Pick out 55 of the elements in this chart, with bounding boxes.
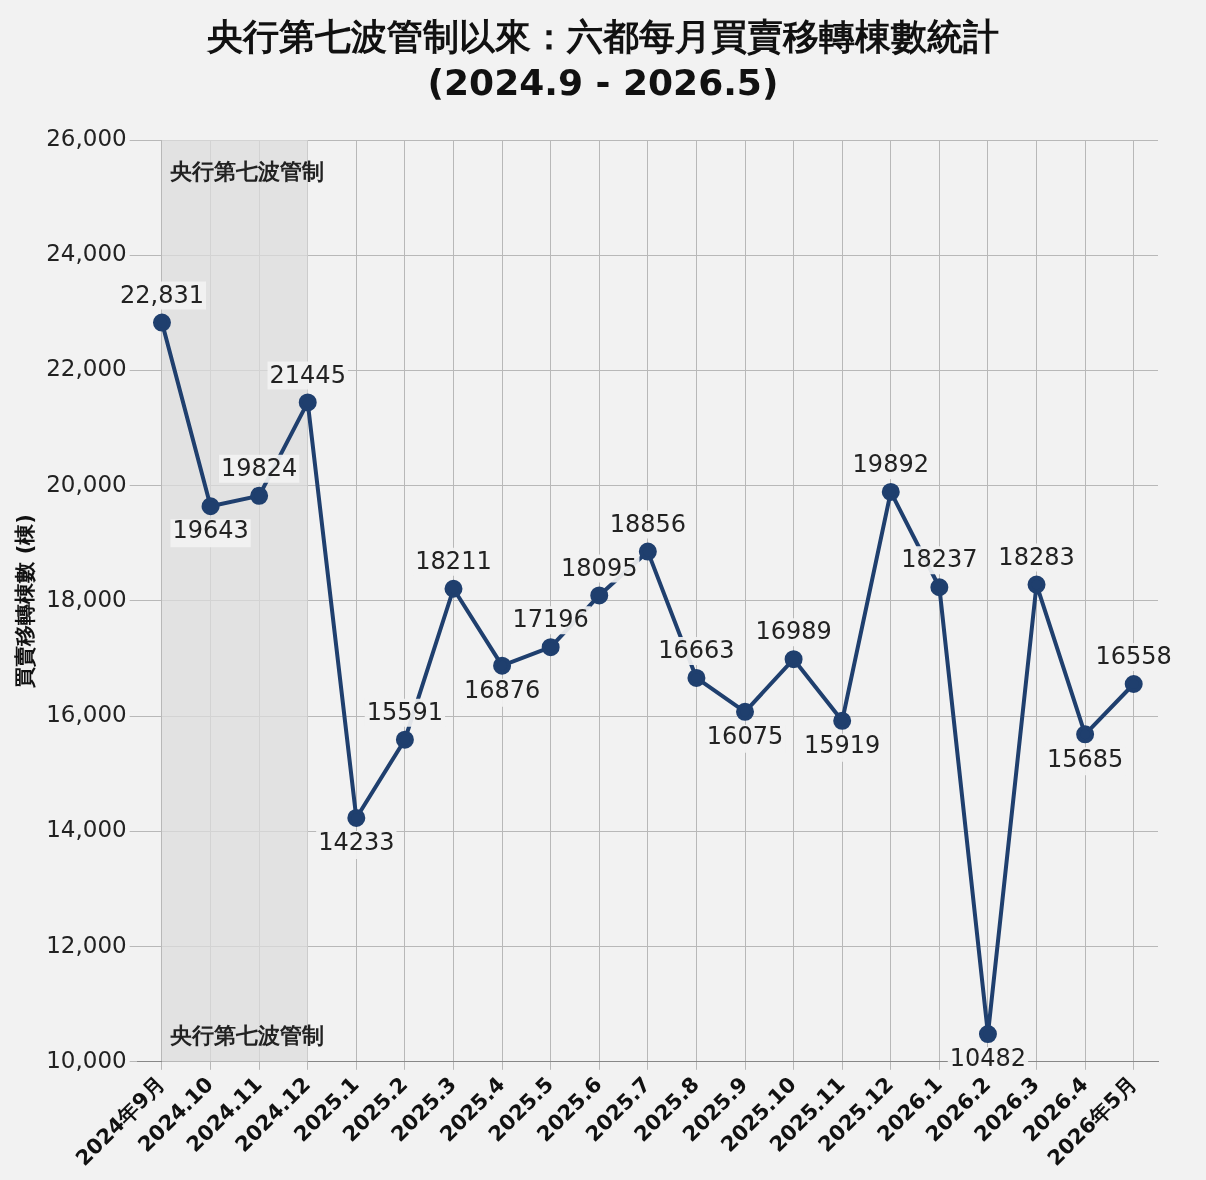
y-tick-label: 10,000: [46, 1046, 127, 1073]
point: [1124, 674, 1143, 693]
point: [152, 313, 171, 332]
point: [201, 497, 220, 516]
data-label: 18283: [998, 542, 1075, 571]
data-label: 16663: [658, 636, 735, 665]
data-label: 19643: [172, 516, 249, 545]
data-label: 16558: [1095, 642, 1172, 671]
point: [250, 486, 269, 505]
data-label: 15919: [804, 731, 881, 760]
data-label: 15591: [366, 697, 444, 726]
chart-title: 央行第七波管制以來：六都每月買賣移轉棟數統計 (2024.9 - 2026.5): [206, 15, 1000, 105]
data-label: 18237: [901, 545, 978, 574]
band-label: 央行第七波管制: [169, 158, 324, 184]
y-tick-label: 20,000: [46, 470, 127, 497]
point: [493, 656, 512, 675]
data-label: 22,831: [119, 280, 204, 309]
data-label: 18856: [609, 509, 687, 538]
point: [347, 808, 366, 827]
y-tick-label: 26,000: [46, 124, 127, 151]
data-label: 14233: [318, 828, 395, 857]
data-label: 19824: [220, 454, 298, 483]
point: [930, 578, 949, 597]
point: [395, 730, 414, 749]
data-label: 17196: [512, 605, 589, 634]
y-tick-label: 16,000: [46, 701, 127, 728]
y-axis-title: 買賣移轉棟數 (棟): [13, 514, 38, 689]
data-label: 10482: [949, 1044, 1027, 1073]
data-label: 19892: [852, 450, 929, 479]
point: [1076, 725, 1095, 744]
point: [590, 586, 609, 605]
data-label: 18211: [415, 546, 492, 575]
point: [978, 1025, 997, 1044]
data-label: 18095: [561, 553, 638, 582]
point: [881, 482, 900, 501]
point: [638, 542, 657, 561]
point: [784, 650, 803, 669]
point: [541, 638, 560, 657]
y-tick-label: 18,000: [46, 585, 127, 612]
data-label: 21445: [269, 360, 346, 389]
annotation: 央行第七波管制: [169, 1022, 324, 1048]
y-tick-label: 24,000: [46, 240, 127, 267]
point: [298, 393, 317, 412]
data-label: 16876: [463, 675, 541, 704]
point: [833, 711, 852, 730]
point: [444, 579, 463, 598]
y-tick-label: 14,000: [46, 816, 127, 843]
data-label: 15685: [1046, 744, 1124, 773]
point: [1027, 575, 1046, 594]
point: [687, 668, 706, 687]
data-label: 16989: [755, 617, 832, 646]
y-tick-label: 22,000: [46, 355, 127, 382]
data-label: 16075: [706, 722, 784, 751]
point: [736, 702, 755, 721]
y-tick-label: 12,000: [46, 931, 127, 958]
